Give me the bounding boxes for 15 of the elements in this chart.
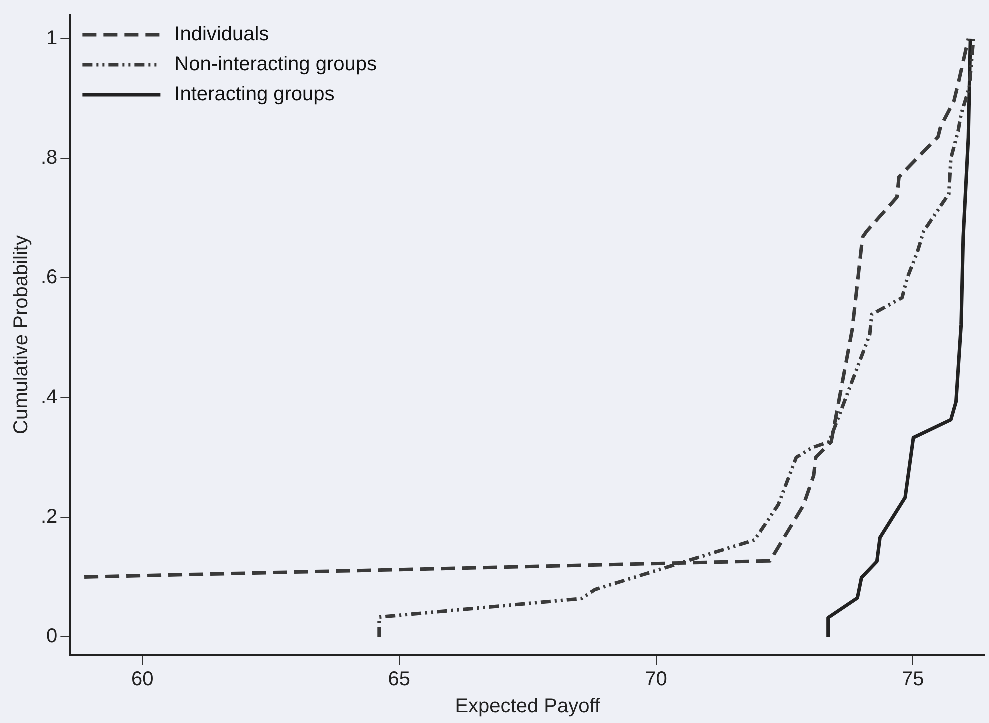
legend-label: Interacting groups bbox=[174, 84, 335, 106]
y-tick-label: .8 bbox=[40, 147, 58, 170]
y-tick-label: 1 bbox=[46, 27, 58, 50]
x-axis-title: Expected Payoff bbox=[455, 696, 601, 718]
y-tick-label: 0 bbox=[46, 626, 58, 648]
x-tick-label: 75 bbox=[902, 668, 924, 691]
legend-label: Individuals bbox=[174, 24, 270, 46]
y-tick-label: .2 bbox=[40, 506, 58, 528]
y-tick-label: .4 bbox=[40, 386, 58, 408]
y-tick-label: .6 bbox=[40, 266, 58, 289]
legend-label: Non-interacting groups bbox=[174, 54, 378, 76]
x-tick-label: 60 bbox=[131, 668, 154, 691]
x-tick-label: 70 bbox=[645, 668, 668, 691]
y-axis-title: Cumulative Probability bbox=[10, 236, 33, 434]
x-tick-label: 65 bbox=[388, 668, 411, 691]
